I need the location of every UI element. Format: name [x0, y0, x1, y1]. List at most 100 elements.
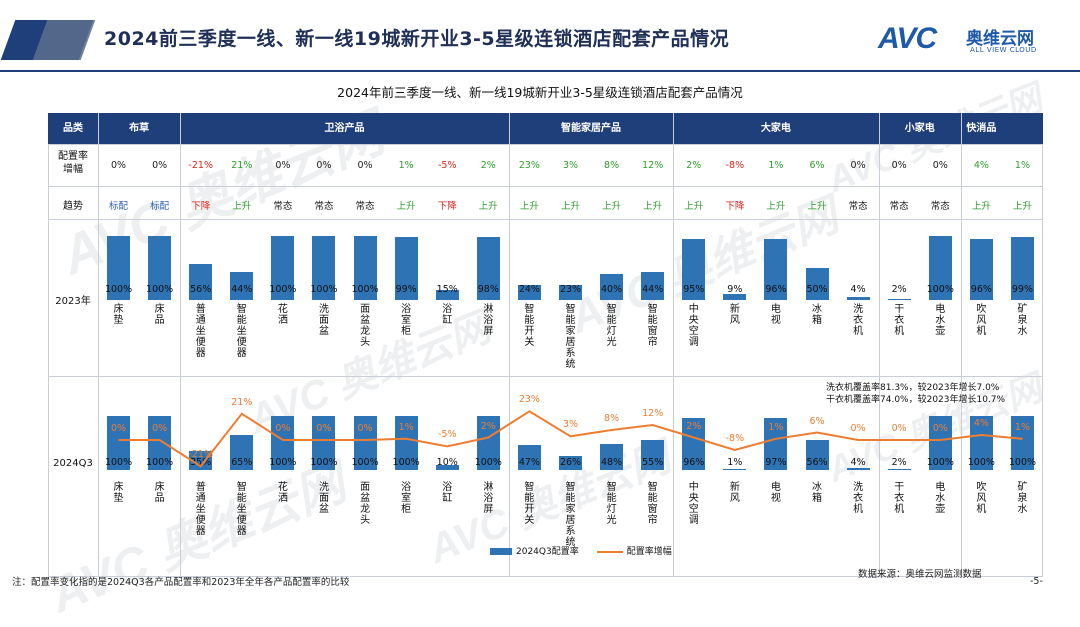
growth-line-label: 0% — [357, 423, 373, 434]
bar-2023-label: 40% — [601, 284, 623, 295]
bar-2024q3-label: 100% — [967, 457, 995, 468]
bar-2023 — [682, 239, 706, 300]
bar-2024q3-label: 100% — [474, 457, 502, 468]
bar-2023 — [148, 236, 172, 300]
bar-2023-label: 100% — [146, 284, 174, 295]
growth-line-label: 8% — [604, 413, 620, 424]
trend-value: 上升 — [232, 201, 252, 212]
bar-2023 — [600, 274, 624, 300]
bar-2024q3-label: 100% — [146, 457, 174, 468]
group-divider — [878, 113, 880, 577]
growth-value: 3% — [562, 160, 579, 171]
product-name-2023: 普通坐便器 — [195, 304, 206, 359]
product-name-2024q3: 智能家居系统 — [565, 482, 576, 548]
bar-2024q3-label: 1% — [727, 457, 743, 468]
row-divider — [48, 144, 1043, 145]
product-name-2024q3: 普通坐便器 — [195, 482, 206, 537]
growth-line-label: 0% — [275, 423, 291, 434]
product-name-2024q3: 浴室柜 — [401, 482, 412, 515]
data-source: 数据来源：奥维云网监测数据 — [858, 569, 982, 580]
growth-line-label: 0% — [316, 423, 332, 434]
growth-value: 0% — [316, 160, 332, 171]
bar-2023 — [189, 264, 213, 300]
bar-2023-label: 100% — [926, 284, 954, 295]
growth-line-label: 0% — [110, 423, 127, 434]
product-name-2023: 吹风机 — [976, 304, 987, 337]
growth-value: 0% — [275, 160, 291, 171]
bar-2024q3 — [723, 469, 747, 470]
trend-value: 上升 — [684, 201, 704, 212]
trend-value: 常态 — [889, 201, 909, 212]
growth-value: 1% — [768, 160, 784, 171]
bar-2024q3-label: 48% — [601, 457, 623, 468]
bar-2023 — [723, 294, 747, 300]
bar-2023-label: 96% — [970, 284, 992, 295]
product-name-2024q3: 新风 — [729, 482, 740, 504]
bar-2023 — [394, 236, 418, 300]
slide-title: 2024前三季度一线、新一线19城新开业3-5星级连锁酒店配套产品情况 — [104, 28, 730, 50]
growth-value: 0% — [110, 160, 127, 171]
bar-2023-label: 100% — [351, 284, 379, 295]
category-group-label: 布草 — [129, 123, 150, 134]
label-column-divider — [98, 113, 99, 577]
group-divider — [180, 113, 182, 577]
product-name-2024q3: 冰箱 — [812, 482, 823, 504]
trend-value: 上升 — [971, 201, 991, 212]
bar-2023 — [559, 285, 582, 300]
bar-2023-label: 44% — [231, 284, 253, 295]
logo-mark: AVC — [878, 22, 937, 55]
growth-line-label: 0% — [891, 423, 907, 434]
product-name-2024q3: 智能坐便器 — [236, 482, 247, 537]
bar-2023-label: 99% — [1011, 284, 1034, 295]
bar-2023 — [764, 238, 788, 300]
growth-value: 0% — [357, 160, 373, 171]
growth-line-label: -21% — [188, 449, 213, 461]
bar-2023 — [230, 271, 254, 300]
bar-2024q3-label: 100% — [392, 457, 420, 468]
bar-2024q3-label: 100% — [926, 457, 954, 468]
product-name-2024q3: 花洒 — [277, 482, 288, 504]
bar-2023-label: 2% — [891, 284, 907, 295]
coverage-annotation: 洗衣机覆盖率81.3%，较2023年增长7.0% — [826, 383, 1000, 393]
trend-value: 下降 — [191, 201, 211, 212]
bar-2024q3-label: 97% — [765, 457, 787, 468]
trend-value: 上升 — [478, 201, 498, 212]
trend-value: 常态 — [930, 201, 950, 212]
trend-value: 上升 — [1012, 201, 1032, 212]
bar-2023 — [476, 237, 500, 300]
bar-2023 — [928, 236, 952, 300]
growth-value: 0% — [932, 160, 948, 171]
trend-value: 常态 — [273, 201, 293, 212]
bar-2023-label: 100% — [104, 284, 133, 295]
bar-2024q3 — [846, 467, 870, 470]
bar-2024q3-label: 10% — [436, 457, 458, 468]
growth-value: -5% — [437, 160, 457, 171]
growth-value: 0% — [152, 160, 168, 171]
chart-legend: 2024Q3配置率 配置率增幅 — [490, 544, 672, 557]
bar-2023 — [517, 284, 541, 300]
legend-line-label: 配置率增幅 — [626, 547, 672, 557]
category-group-label: 大家电 — [760, 123, 791, 134]
bar-2024q3-label: 100% — [310, 457, 338, 468]
growth-line-label: 1% — [398, 421, 414, 433]
chart-title: 2024年前三季度一线、新一线19城新开业3-5星级连锁酒店配套产品情况 — [337, 85, 743, 100]
bar-2023 — [271, 236, 295, 300]
growth-value: 0% — [850, 160, 866, 171]
growth-line-label: 12% — [642, 408, 664, 419]
product-name-2023: 新风 — [729, 304, 740, 326]
product-name-2023: 干衣机 — [894, 304, 905, 337]
product-name-2024q3: 床品 — [154, 482, 165, 504]
product-name-2024q3: 淋浴屏 — [483, 482, 494, 515]
growth-line-label: -8% — [725, 433, 745, 444]
category-header-row — [48, 113, 1043, 144]
bar-2023-label: 4% — [850, 284, 866, 295]
growth-value: 21% — [231, 160, 253, 171]
product-name-2023: 中央空调 — [688, 304, 699, 348]
trend-value: 上升 — [766, 201, 786, 212]
bar-2023 — [107, 236, 131, 300]
bar-2024q3-label: 2% — [891, 457, 907, 468]
growth-line-label: -5% — [437, 429, 457, 441]
bar-2024q3-label: 65% — [231, 457, 253, 468]
growth-value: 23% — [518, 160, 540, 171]
trend-value: 上升 — [396, 201, 416, 212]
